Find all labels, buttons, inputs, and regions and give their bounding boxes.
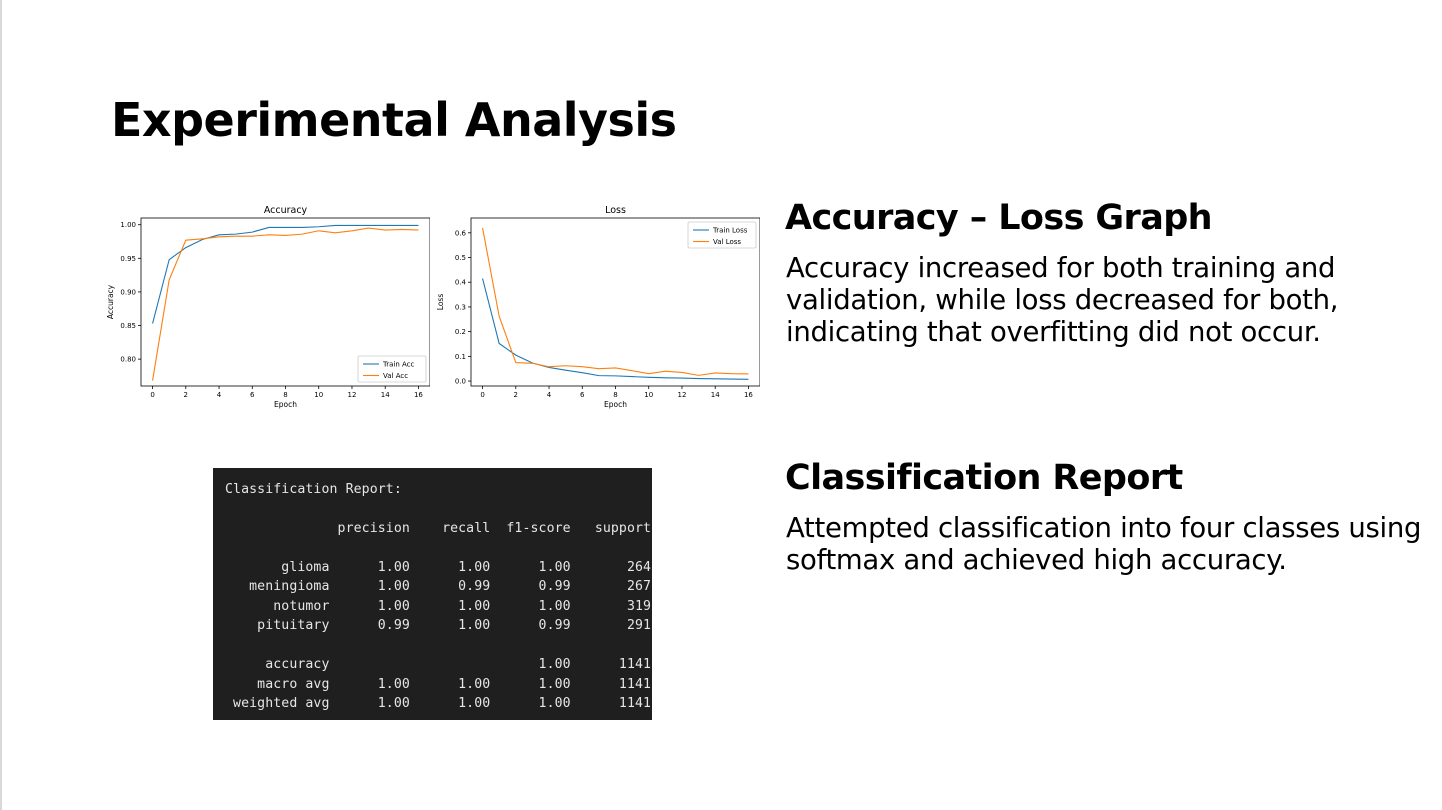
x-tick-label: 4	[547, 391, 552, 399]
x-tick-label: 12	[678, 391, 687, 399]
y-tick-label: 0.80	[120, 356, 136, 364]
x-tick-label: 6	[250, 391, 255, 399]
x-tick-label: 14	[711, 391, 720, 399]
x-axis-label: Epoch	[274, 400, 297, 409]
report-class-row: notumor 1.00 1.00 1.00 319	[225, 598, 652, 614]
x-tick-label: 8	[283, 391, 287, 399]
x-tick-label: 16	[414, 391, 423, 399]
chart-title: Loss	[605, 205, 626, 216]
series-line	[152, 227, 419, 381]
slide-left-border	[0, 0, 2, 810]
x-tick-label: 2	[514, 391, 518, 399]
slide-title: Experimental Analysis	[111, 93, 677, 147]
x-tick-label: 6	[580, 391, 585, 399]
report-class-row: meningioma 1.00 0.99 0.99 267	[225, 579, 652, 595]
report-summary-row: accuracy 1.00 1141	[225, 657, 652, 673]
x-tick-label: 8	[613, 391, 617, 399]
legend-label: Val Loss	[713, 238, 741, 246]
y-tick-label: 0.90	[120, 288, 136, 296]
y-tick-label: 0.4	[455, 279, 467, 287]
y-tick-label: 0.0	[455, 378, 466, 386]
x-tick-label: 2	[184, 391, 188, 399]
report-summary-row: weighted avg 1.00 1.00 1.00 1141	[225, 695, 652, 711]
report-summary-row: macro avg 1.00 1.00 1.00 1141	[225, 676, 652, 692]
y-tick-label: 0.85	[120, 322, 136, 330]
legend-label: Train Loss	[712, 227, 748, 235]
y-axis-label: Loss	[436, 294, 445, 311]
accuracy-chart: Accuracy 0 2 4 6 8 10 12 14 16 0.80 0.85 0.90 0.95 1.0…	[106, 205, 430, 409]
x-tick-label: 14	[381, 391, 390, 399]
legend-label: Val Acc	[383, 372, 408, 380]
y-tick-label: 0.1	[455, 353, 466, 361]
x-tick-label: 12	[348, 391, 357, 399]
y-tick-label: 0.3	[455, 303, 466, 311]
accuracy-loss-description: Accuracy increased for both training and…	[786, 252, 1339, 348]
report-class-row: pituitary 0.99 1.00 0.99 291	[225, 618, 652, 634]
y-tick-label: 1.00	[120, 221, 136, 229]
y-tick-label: 0.2	[455, 328, 466, 336]
x-tick-label: 10	[314, 391, 323, 399]
y-tick-label: 0.5	[455, 254, 466, 262]
report-title: Classification Report:	[225, 482, 402, 497]
x-tick-label: 10	[644, 391, 653, 399]
accuracy-loss-heading: Accuracy – Loss Graph	[785, 198, 1213, 238]
legend-label: Train Acc	[382, 361, 415, 369]
y-axis-label: Accuracy	[106, 284, 115, 319]
x-tick-label: 4	[217, 391, 222, 399]
x-tick-label: 16	[744, 391, 753, 399]
y-tick-label: 0.6	[455, 229, 467, 237]
classification-report-text: Classification Report: precision recall …	[225, 480, 651, 713]
report-class-row: glioma 1.00 1.00 1.00 264	[225, 559, 652, 575]
loss-chart: Loss 0 2 4 6 8 10 12 14 16 0.0 0.1 0.2 0.3 0.4 0.5 0.6 Ep…	[436, 205, 760, 409]
classification-report-heading: Classification Report	[785, 458, 1183, 498]
report-header-row: precision recall f1-score support	[225, 520, 652, 536]
series-line	[152, 224, 419, 324]
classification-report-description: Attempted classification into four class…	[786, 512, 1422, 576]
classification-report-image: Classification Report: precision recall …	[213, 468, 652, 720]
x-tick-label: 0	[480, 391, 484, 399]
x-axis-label: Epoch	[604, 400, 627, 409]
chart-title: Accuracy	[264, 205, 308, 216]
x-tick-label: 0	[150, 391, 154, 399]
y-tick-label: 0.95	[120, 255, 136, 263]
series-line	[482, 278, 749, 380]
series-line	[482, 227, 749, 376]
